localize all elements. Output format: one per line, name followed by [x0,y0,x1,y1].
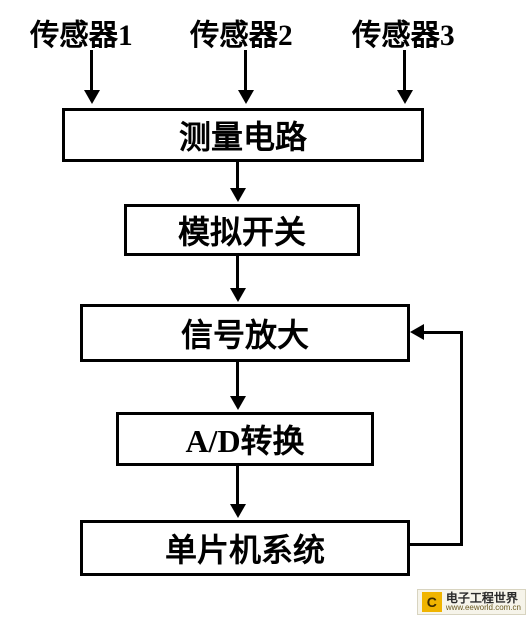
arrow-sensor2-head-icon [238,90,254,104]
arrow-amp-adc-head-icon [230,396,246,410]
arrow-sensor3-head-icon [397,90,413,104]
arrow-sensor2-line [244,50,247,92]
arrow-sensor3-line [403,50,406,92]
arrow-measure-mux-line [236,162,239,190]
watermark: C 电子工程世界 www.eeworld.com.cn [417,589,526,615]
arrow-sensor1-head-icon [84,90,100,104]
block-mux-label: 模拟开关 [178,207,306,253]
arrow-measure-mux-head-icon [230,188,246,202]
arrow-mux-amp-line [236,256,239,290]
watermark-bottom: www.eeworld.com.cn [446,604,521,612]
arrow-adc-mcu-head-icon [230,504,246,518]
block-amp: 信号放大 [80,304,410,362]
block-adc: A/D转换 [116,412,374,466]
block-adc-label: A/D转换 [185,416,304,462]
feedback-line-1 [410,543,463,546]
arrow-amp-adc-line [236,362,239,398]
block-amp-label: 信号放大 [181,310,309,356]
feedback-line-2 [460,331,463,546]
feedback-arrow-head-icon [410,324,424,340]
block-mux: 模拟开关 [124,204,360,256]
arrow-mux-amp-head-icon [230,288,246,302]
block-mcu: 单片机系统 [80,520,410,576]
feedback-line-3 [424,331,463,334]
sensor-label-3: 传感器3 [352,12,455,54]
block-measure: 测量电路 [62,108,424,162]
diagram-canvas: 传感器1 传感器2 传感器3 测量电路 模拟开关 信号放大 A/D转换 单片机系… [0,0,530,619]
sensor-label-1: 传感器1 [30,12,133,54]
sensor-label-2: 传感器2 [190,12,293,54]
watermark-badge-icon: C [422,592,442,612]
watermark-text: 电子工程世界 www.eeworld.com.cn [446,592,521,612]
block-mcu-label: 单片机系统 [165,525,325,571]
arrow-sensor1-line [90,50,93,92]
arrow-adc-mcu-line [236,466,239,506]
block-measure-label: 测量电路 [179,112,307,158]
